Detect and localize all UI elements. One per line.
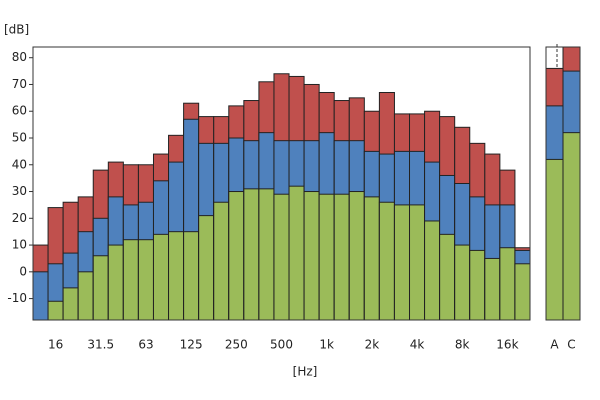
bar — [198, 215, 215, 321]
y-tick-label: 70 — [12, 77, 27, 91]
bar — [393, 204, 411, 321]
y-tick-label: 40 — [12, 157, 27, 171]
bar — [363, 196, 380, 321]
y-tick-label: 10 — [12, 238, 27, 252]
x-tick-label: C — [567, 338, 575, 352]
bar — [228, 191, 245, 321]
bar — [213, 201, 230, 321]
bar — [303, 191, 320, 321]
plot-frame — [545, 46, 581, 321]
bar — [47, 300, 64, 321]
bar — [258, 188, 275, 321]
x-axis-label: [Hz] — [293, 365, 318, 379]
bar — [92, 255, 109, 321]
bar — [378, 201, 395, 321]
bar — [499, 247, 516, 321]
bar — [545, 158, 564, 321]
bar — [469, 249, 486, 321]
bar — [62, 287, 79, 321]
y-tick-label: -10 — [7, 291, 27, 305]
bar — [168, 231, 185, 321]
bar — [514, 263, 531, 321]
y-tick-label: 80 — [12, 50, 27, 64]
x-tick-label: 250 — [225, 338, 248, 352]
bar — [424, 220, 441, 321]
bar — [333, 193, 350, 321]
bar — [183, 231, 200, 321]
x-tick-label: 2k — [365, 338, 380, 352]
x-tick-label: 125 — [180, 338, 203, 352]
bar — [137, 239, 154, 321]
bar — [348, 191, 365, 321]
bar — [318, 193, 335, 321]
y-tick-label: 50 — [12, 131, 27, 145]
bar — [77, 271, 94, 321]
bar — [288, 185, 305, 321]
bar — [273, 193, 290, 321]
x-tick-label: 16 — [48, 338, 63, 352]
bar — [152, 233, 170, 321]
bar — [439, 233, 456, 321]
plot-frame — [32, 46, 531, 321]
y-tick-label: 0 — [19, 264, 27, 278]
x-tick-label: 500 — [270, 338, 293, 352]
x-tick-label: 1k — [319, 338, 334, 352]
y-tick-label: 20 — [12, 211, 27, 225]
x-tick-label: 4k — [410, 338, 425, 352]
y-axis-label: [dB] — [4, 23, 29, 37]
bar — [454, 244, 471, 321]
bar — [32, 271, 49, 321]
bar — [484, 257, 501, 321]
bar — [562, 132, 581, 321]
bar — [409, 204, 426, 321]
y-tick-label: 60 — [12, 104, 27, 118]
bar — [122, 239, 139, 321]
x-tick-label: 8k — [455, 338, 470, 352]
y-tick-label: 30 — [12, 184, 27, 198]
x-tick-label: 16k — [496, 338, 518, 352]
x-tick-label: A — [550, 338, 559, 352]
bar — [107, 244, 124, 321]
bar — [243, 188, 260, 321]
x-tick-label: 63 — [138, 338, 153, 352]
x-tick-label: 31.5 — [87, 338, 114, 352]
